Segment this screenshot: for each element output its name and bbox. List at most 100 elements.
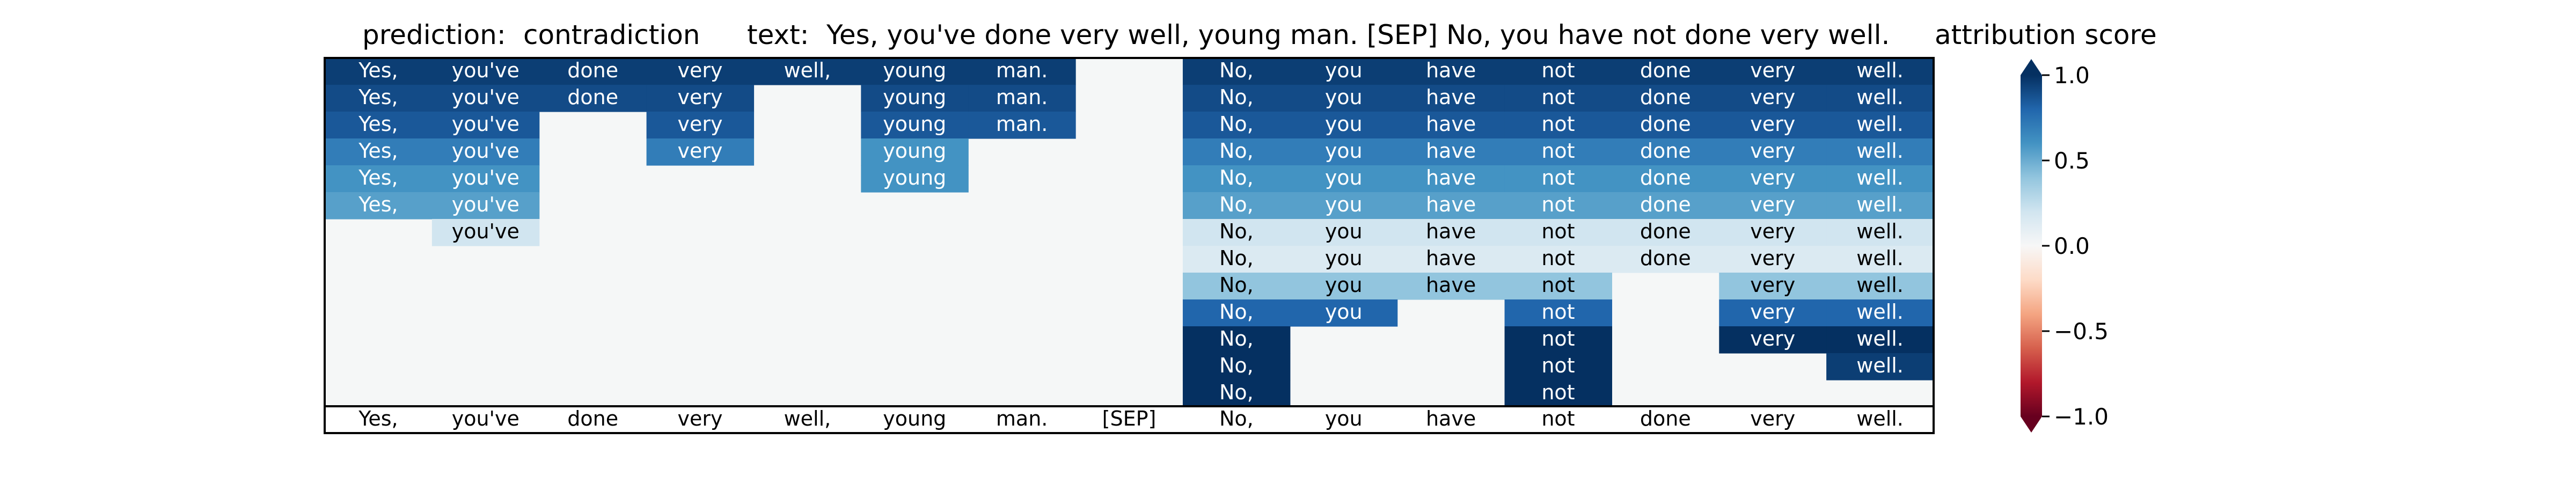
heatmap-cell: [1719, 326, 1827, 354]
token-axis-label: you've: [452, 407, 519, 430]
heatmap-cell: [1612, 112, 1719, 139]
heatmap-cell-label: done: [1640, 112, 1691, 136]
heatmap-cell-label: not: [1541, 85, 1575, 109]
heatmap-cell-label: very: [678, 112, 723, 136]
heatmap-cell: [1504, 58, 1612, 85]
heatmap-cell-label: well.: [1856, 327, 1904, 350]
heatmap-cell: [1290, 246, 1398, 273]
heatmap-cell: [1504, 326, 1612, 354]
heatmap-cell: [1719, 246, 1827, 273]
heatmap-cell: [1612, 219, 1719, 246]
colorbar-extend-bottom: [2021, 416, 2042, 433]
heatmap-cell: [539, 85, 647, 112]
heatmap-cell: [1397, 58, 1505, 85]
heatmap-cell: [1826, 326, 1934, 354]
heatmap-cell-label: very: [1750, 273, 1795, 297]
heatmap-cell: [1182, 273, 1291, 300]
heatmap-cell: [1826, 58, 1934, 85]
heatmap-cell-label: very: [1750, 85, 1795, 109]
heatmap-cell: [968, 112, 1076, 139]
heatmap-cell: [1719, 192, 1827, 219]
heatmap-cell-label: done: [1640, 85, 1691, 109]
heatmap-cell-label: No,: [1219, 354, 1254, 377]
heatmap-cell-label: Yes,: [358, 193, 398, 216]
heatmap-cell: [1504, 299, 1612, 327]
heatmap-cell-label: No,: [1219, 112, 1254, 136]
heatmap-cell-label: No,: [1219, 166, 1254, 189]
heatmap-cell: [1612, 165, 1719, 193]
heatmap-cell-label: young: [883, 58, 946, 82]
heatmap-cell: [1612, 246, 1719, 273]
heatmap-cell-label: very: [1750, 112, 1795, 136]
heatmap-cell-label: very: [1750, 219, 1795, 243]
text-label: text:: [747, 19, 809, 50]
heatmap-cell-label: you've: [452, 219, 519, 243]
heatmap-cell-label: very: [1750, 193, 1795, 216]
heatmap-cell-label: you: [1325, 219, 1363, 243]
heatmap-cell: [1826, 85, 1934, 112]
heatmap-cell-label: young: [883, 85, 946, 109]
heatmap-cell: [1612, 85, 1719, 112]
heatmap-cell: [1719, 273, 1827, 300]
colorbar-tick-label: 0.0: [2054, 233, 2090, 259]
token-axis-label: have: [1426, 407, 1476, 430]
heatmap-cell: [1182, 112, 1291, 139]
heatmap-cell-label: Yes,: [358, 58, 398, 82]
heatmap-cell-label: have: [1426, 166, 1476, 189]
heatmap-cell-label: you: [1325, 246, 1363, 270]
heatmap-cell-label: very: [678, 85, 723, 109]
heatmap-cell: [325, 165, 433, 193]
colorbar-title: attribution score: [1935, 19, 2157, 50]
heatmap-cell: [1826, 219, 1934, 246]
heatmap-cell-label: not: [1541, 139, 1575, 163]
colorbar-gradient: [2021, 75, 2042, 416]
heatmap-cell: [1504, 353, 1612, 380]
heatmap-cell-label: very: [1750, 246, 1795, 270]
token-axis-label: you: [1325, 407, 1363, 430]
heatmap-cell: [325, 112, 433, 139]
heatmap-cell: [1290, 299, 1398, 327]
heatmap-cell: [646, 138, 755, 166]
heatmap-cell-label: man.: [996, 58, 1048, 82]
heatmap-cell: [1182, 246, 1291, 273]
heatmap-cell-label: No,: [1219, 273, 1254, 297]
prediction-value: contradiction: [523, 19, 700, 50]
token-axis-label: man.: [996, 407, 1048, 430]
heatmap-cell: [1719, 85, 1827, 112]
heatmap-cell-label: young: [883, 112, 946, 136]
heatmap-cell: [1826, 273, 1934, 300]
heatmap-cell-label: well.: [1856, 193, 1904, 216]
heatmap-cell: [1719, 58, 1827, 85]
heatmap-cell: [646, 112, 755, 139]
heatmap-cell: [861, 165, 969, 193]
heatmap-cell-label: not: [1541, 273, 1575, 297]
heatmap-cell-label: well.: [1856, 246, 1904, 270]
heatmap-cell-label: done: [567, 85, 618, 109]
heatmap-cell: [431, 112, 540, 139]
colorbar-tick-label: 1.0: [2054, 62, 2090, 89]
heatmap-cell: [753, 58, 861, 85]
colorbar-ticks: 1.0 0.5 0.0 −0.5 −1.0: [2042, 62, 2109, 430]
heatmap-cell-label: have: [1426, 193, 1476, 216]
token-axis: Yes, you've done very well, young man. [SEP] No,…: [324, 405, 1935, 434]
heatmap-cell-label: well.: [1856, 300, 1904, 324]
heatmap-cell: [1397, 112, 1505, 139]
heatmap-cell-label: well.: [1856, 58, 1904, 82]
heatmap-cell: [1504, 273, 1612, 300]
heatmap-cell-label: not: [1541, 166, 1575, 189]
heatmap-cell-label: done: [1640, 219, 1691, 243]
heatmap-cell-label: not: [1541, 354, 1575, 377]
heatmap-cell-label: very: [678, 139, 723, 163]
heatmap-cell-label: you've: [452, 139, 519, 163]
heatmap-cell-label: well.: [1856, 354, 1904, 377]
colorbar: 1.0 0.5 0.0 −0.5 −1.0: [2021, 59, 2109, 433]
heatmap-cell: [325, 58, 433, 85]
heatmap-cell-label: very: [1750, 300, 1795, 324]
heatmap-cell-label: man.: [996, 85, 1048, 109]
heatmap-cell-label: well.: [1856, 273, 1904, 297]
heatmap-cell: [968, 58, 1076, 85]
heatmap-cell: [1182, 138, 1291, 166]
heatmap-cell: [325, 138, 433, 166]
heatmap-cell: [1397, 246, 1505, 273]
heatmap-cell-label: Yes,: [358, 166, 398, 189]
